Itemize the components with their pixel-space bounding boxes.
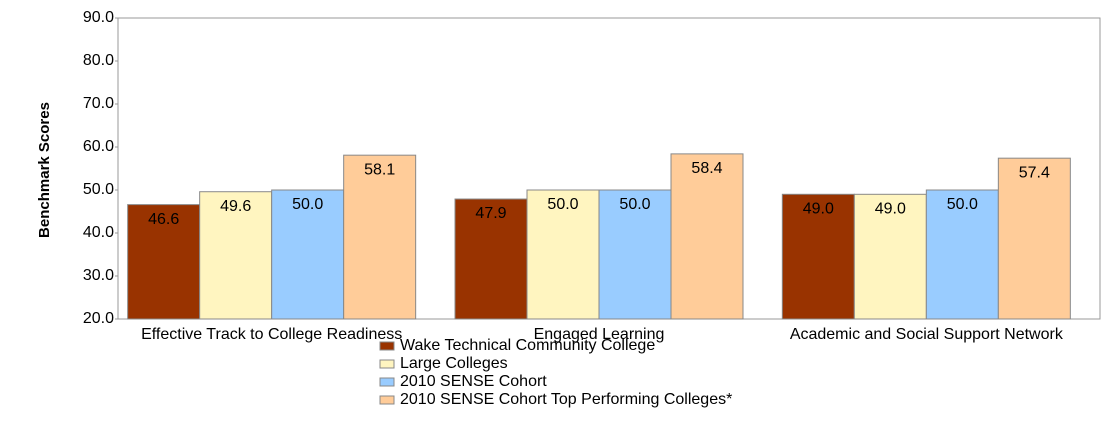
y-axis-title: Benchmark Scores (36, 102, 53, 238)
bar (598, 189, 672, 320)
bar (199, 191, 273, 320)
data-label: 49.6 (220, 198, 251, 215)
data-label: 58.4 (691, 160, 722, 177)
data-label: 50.0 (292, 196, 323, 213)
data-label: 50.0 (619, 196, 650, 213)
data-label: 46.6 (148, 211, 179, 228)
y-tick-label: 70.0 (83, 95, 114, 112)
y-tick-label: 50.0 (83, 181, 114, 198)
legend-label: Large Colleges (400, 355, 508, 372)
data-label: 47.9 (475, 205, 506, 222)
data-label: 58.1 (364, 161, 395, 178)
bar (997, 157, 1071, 320)
data-label: 50.0 (547, 196, 578, 213)
data-label: 57.4 (1019, 164, 1050, 181)
y-tick-label: 30.0 (83, 267, 114, 284)
bar (925, 189, 999, 320)
x-tick-label: Engaged Learning (534, 326, 665, 343)
x-tick-label: Effective Track to College Readiness (141, 326, 402, 343)
y-tick-label: 60.0 (83, 138, 114, 155)
bar (526, 189, 600, 320)
bar (454, 198, 528, 320)
x-tick-label: Academic and Social Support Network (790, 326, 1064, 343)
legend-label: 2010 SENSE Cohort (400, 373, 547, 390)
y-tick-label: 40.0 (83, 224, 114, 241)
bar (781, 193, 855, 320)
bar (127, 204, 201, 320)
legend-label: Wake Technical Community College (400, 337, 655, 354)
legend-swatch (379, 377, 395, 387)
legend-swatch (379, 395, 395, 405)
y-tick-label: 90.0 (83, 9, 114, 26)
legend-swatch (379, 341, 395, 351)
y-tick-label: 20.0 (83, 310, 114, 327)
data-label: 50.0 (947, 196, 978, 213)
legend-label: 2010 SENSE Cohort Top Performing College… (400, 391, 732, 408)
data-label: 49.0 (803, 201, 834, 218)
data-label: 49.0 (875, 201, 906, 218)
bar (271, 189, 345, 320)
y-tick-label: 80.0 (83, 52, 114, 69)
bar (670, 153, 744, 320)
legend-swatch (379, 359, 395, 369)
bar (343, 154, 417, 320)
